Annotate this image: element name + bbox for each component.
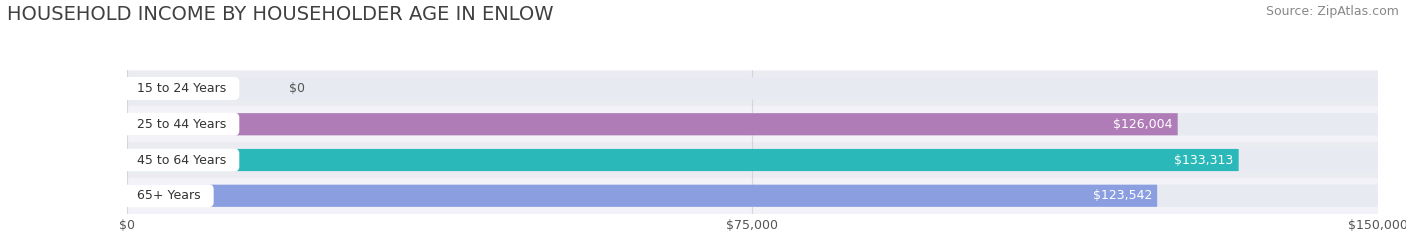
- FancyBboxPatch shape: [127, 106, 1378, 142]
- Text: HOUSEHOLD INCOME BY HOUSEHOLDER AGE IN ENLOW: HOUSEHOLD INCOME BY HOUSEHOLDER AGE IN E…: [7, 5, 554, 24]
- Text: $0: $0: [290, 82, 305, 95]
- FancyBboxPatch shape: [127, 77, 1378, 99]
- Text: 45 to 64 Years: 45 to 64 Years: [129, 154, 235, 167]
- Text: $133,313: $133,313: [1174, 154, 1233, 167]
- Text: $126,004: $126,004: [1114, 118, 1173, 131]
- Text: Source: ZipAtlas.com: Source: ZipAtlas.com: [1265, 5, 1399, 18]
- Text: 65+ Years: 65+ Years: [129, 189, 208, 202]
- FancyBboxPatch shape: [127, 149, 1378, 171]
- Text: 15 to 24 Years: 15 to 24 Years: [129, 82, 235, 95]
- FancyBboxPatch shape: [127, 71, 1378, 106]
- FancyBboxPatch shape: [127, 185, 1378, 207]
- FancyBboxPatch shape: [127, 113, 1178, 135]
- FancyBboxPatch shape: [127, 142, 1378, 178]
- Text: $123,542: $123,542: [1092, 189, 1152, 202]
- FancyBboxPatch shape: [127, 185, 1157, 207]
- Text: 25 to 44 Years: 25 to 44 Years: [129, 118, 235, 131]
- FancyBboxPatch shape: [127, 113, 1378, 135]
- FancyBboxPatch shape: [127, 149, 1239, 171]
- FancyBboxPatch shape: [127, 178, 1378, 214]
